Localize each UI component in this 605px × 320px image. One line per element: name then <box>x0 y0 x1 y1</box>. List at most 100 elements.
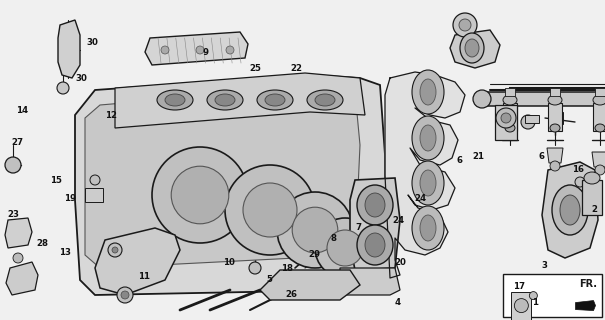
Ellipse shape <box>412 161 444 205</box>
Circle shape <box>459 19 471 31</box>
Ellipse shape <box>412 116 444 160</box>
Polygon shape <box>350 178 400 270</box>
Polygon shape <box>115 73 365 128</box>
Polygon shape <box>75 75 385 295</box>
Ellipse shape <box>257 90 293 110</box>
Text: 21: 21 <box>472 152 484 161</box>
Bar <box>503 103 517 131</box>
Polygon shape <box>340 268 400 295</box>
Text: 24: 24 <box>392 216 404 225</box>
Ellipse shape <box>207 90 243 110</box>
Circle shape <box>171 166 229 224</box>
Ellipse shape <box>420 125 436 151</box>
Polygon shape <box>58 20 80 78</box>
Circle shape <box>473 90 491 108</box>
Ellipse shape <box>420 215 436 241</box>
Text: 3: 3 <box>541 261 548 270</box>
Text: 30: 30 <box>75 74 87 83</box>
Bar <box>480 92 605 106</box>
Circle shape <box>108 243 122 257</box>
Text: 9: 9 <box>203 48 209 57</box>
Circle shape <box>550 161 560 171</box>
Text: 15: 15 <box>50 176 62 185</box>
Text: 6: 6 <box>538 152 544 161</box>
Circle shape <box>327 230 363 266</box>
Bar <box>85 188 103 202</box>
Bar <box>593 103 605 131</box>
Text: 12: 12 <box>105 111 117 120</box>
Polygon shape <box>85 88 360 268</box>
Ellipse shape <box>584 172 600 184</box>
Text: 6: 6 <box>457 156 463 164</box>
Ellipse shape <box>420 79 436 105</box>
Ellipse shape <box>315 94 335 106</box>
Text: 18: 18 <box>281 264 293 273</box>
Ellipse shape <box>412 206 444 250</box>
Ellipse shape <box>365 193 385 217</box>
Circle shape <box>595 165 605 175</box>
Circle shape <box>575 177 585 187</box>
Ellipse shape <box>412 70 444 114</box>
Polygon shape <box>95 228 180 295</box>
Circle shape <box>121 291 129 299</box>
Text: 11: 11 <box>138 272 150 281</box>
Text: 28: 28 <box>36 239 48 248</box>
Circle shape <box>514 299 528 313</box>
Text: 16: 16 <box>572 165 584 174</box>
Circle shape <box>117 287 133 303</box>
Polygon shape <box>260 270 360 300</box>
Bar <box>548 112 563 124</box>
Text: 13: 13 <box>59 248 71 257</box>
Circle shape <box>277 192 353 268</box>
Circle shape <box>226 46 234 54</box>
Circle shape <box>501 113 511 123</box>
Text: 27: 27 <box>11 138 23 147</box>
Polygon shape <box>5 218 32 248</box>
Polygon shape <box>592 152 605 167</box>
Bar <box>505 88 515 96</box>
Ellipse shape <box>465 39 479 57</box>
Text: 14: 14 <box>16 106 28 115</box>
Polygon shape <box>145 32 248 65</box>
Circle shape <box>521 115 535 129</box>
Ellipse shape <box>215 94 235 106</box>
Ellipse shape <box>165 94 185 106</box>
Text: 25: 25 <box>249 64 261 73</box>
Text: 10: 10 <box>223 258 235 267</box>
Bar <box>595 88 605 96</box>
Circle shape <box>196 46 204 54</box>
Ellipse shape <box>595 124 605 132</box>
Bar <box>550 88 560 96</box>
Ellipse shape <box>157 90 193 110</box>
Text: 29: 29 <box>309 250 321 259</box>
Ellipse shape <box>357 225 393 265</box>
Ellipse shape <box>503 95 517 105</box>
Ellipse shape <box>552 185 588 235</box>
Circle shape <box>13 253 23 263</box>
Ellipse shape <box>550 124 560 132</box>
Circle shape <box>315 218 375 278</box>
Polygon shape <box>385 72 465 278</box>
Bar <box>548 103 562 131</box>
Circle shape <box>243 183 297 237</box>
Ellipse shape <box>357 185 393 225</box>
Circle shape <box>5 157 21 173</box>
Circle shape <box>161 46 169 54</box>
Bar <box>503 274 602 317</box>
Text: 24: 24 <box>414 194 427 203</box>
Text: 17: 17 <box>513 282 525 291</box>
Circle shape <box>57 82 69 94</box>
Ellipse shape <box>365 233 385 257</box>
Text: 30: 30 <box>86 38 98 47</box>
Circle shape <box>292 207 338 253</box>
Polygon shape <box>450 30 500 68</box>
Ellipse shape <box>307 90 343 110</box>
Ellipse shape <box>593 95 605 105</box>
Circle shape <box>496 108 516 128</box>
Polygon shape <box>6 262 38 295</box>
Polygon shape <box>547 148 563 163</box>
Circle shape <box>112 247 118 253</box>
Polygon shape <box>542 162 598 258</box>
Ellipse shape <box>505 124 515 132</box>
Circle shape <box>152 147 248 243</box>
